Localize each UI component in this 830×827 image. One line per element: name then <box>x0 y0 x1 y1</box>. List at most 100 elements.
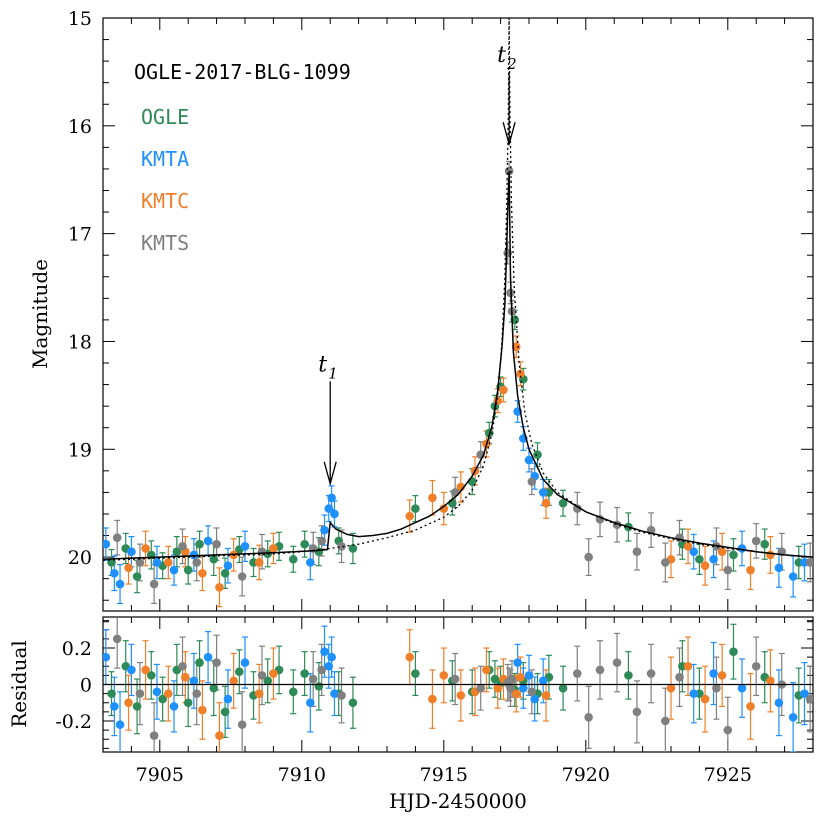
kmts-point <box>584 552 593 562</box>
kmtc-residual-point <box>141 665 150 675</box>
kmtc-residual-point <box>439 671 449 680</box>
kmts-residual-point <box>595 665 605 675</box>
ogle-residual-point <box>146 671 156 680</box>
magnitude-tick-label: 18 <box>68 331 92 353</box>
axis-ticks <box>102 17 814 752</box>
kmts-residual-point <box>661 716 670 726</box>
kmts-point <box>632 547 642 556</box>
magnitude-tick-label: 19 <box>68 439 92 461</box>
kmta-point <box>189 550 199 560</box>
ogle-residual-point <box>558 683 568 693</box>
kmts-residual-point <box>675 672 684 682</box>
legend-item-kmta: KMTA <box>141 147 189 171</box>
kmts-residual-point <box>135 689 145 698</box>
ogle-residual-point <box>348 698 358 708</box>
kmtc-residual-point <box>482 665 491 675</box>
kmtc-point <box>141 544 150 553</box>
kmta-point <box>127 547 136 556</box>
kmts-residual-point <box>507 674 517 684</box>
kmtc-residual-point <box>541 691 551 700</box>
kmta-point <box>103 539 111 549</box>
kmts-residual-point <box>506 683 515 693</box>
residual-errorbars <box>103 617 813 752</box>
kmts-residual-point <box>337 691 346 700</box>
ogle-point <box>288 554 298 564</box>
kmts-point <box>661 558 670 567</box>
legend-item-ogle: OGLE <box>141 105 189 129</box>
magnitude-data <box>103 18 813 608</box>
kmtc-residual-point <box>405 652 415 662</box>
kmta-residual-point <box>519 683 528 693</box>
ogle-point <box>300 539 309 549</box>
kmta-point <box>223 561 233 571</box>
ogle-point <box>533 450 542 459</box>
kmta-residual-point <box>127 665 136 675</box>
kmta-residual-point <box>800 689 809 698</box>
kmtc-point <box>541 498 551 508</box>
kmtc-residual-point <box>164 689 173 698</box>
kmtc-residual-point <box>198 705 207 715</box>
magnitude-tick-label: 15 <box>68 8 92 30</box>
kmtc-residual-point <box>511 689 521 698</box>
ogle-residual-point <box>624 671 633 680</box>
kmtc-point <box>428 493 437 503</box>
kmts-point <box>805 558 813 567</box>
kmta-residual-point <box>737 683 747 693</box>
ogle-point <box>132 572 142 581</box>
kmts-residual-point <box>212 658 221 667</box>
kmtc-point <box>511 342 521 352</box>
kmta-residual-point <box>189 676 199 686</box>
kmta-point <box>152 558 162 567</box>
kmts-residual-point <box>572 669 582 678</box>
ogle-point <box>195 539 204 549</box>
residual-tick-label: -0.2 <box>55 711 92 733</box>
residual-axis-label: Residual <box>7 640 31 728</box>
kmtc-point <box>766 550 775 560</box>
kmts-residual-point <box>450 674 460 684</box>
kmtc-point <box>683 542 693 551</box>
kmts-point <box>572 504 582 513</box>
ogle-point <box>209 554 219 564</box>
ogle-residual-point <box>183 698 193 708</box>
kmta-point <box>169 565 179 575</box>
ogle-residual-point <box>314 682 324 691</box>
kmtc-residual-point <box>717 671 727 680</box>
magnitude-tick-label: 16 <box>68 116 92 138</box>
kmtc-residual-point <box>456 691 466 700</box>
ogle-residual-point <box>209 683 219 693</box>
ogle-point <box>729 550 738 560</box>
kmts-residual-point <box>192 689 202 698</box>
model-curve-dotted <box>103 18 813 561</box>
epoch-annotations: t 1t 2 <box>318 43 517 487</box>
legend-item-kmtc: KMTC <box>141 189 189 213</box>
kmta-point <box>203 536 213 546</box>
kmtc-point <box>516 369 525 379</box>
ogle-residual-point <box>288 687 298 697</box>
kmtc-residual-point <box>181 672 190 682</box>
x-axis-label: HJD-2450000 <box>389 789 527 813</box>
kmtc-residual-point <box>493 683 503 693</box>
kmta-residual-point <box>306 698 315 708</box>
kmta-point <box>306 558 315 567</box>
kmts-residual-point <box>178 661 187 671</box>
kmtc-point <box>439 504 449 513</box>
ogle-point <box>558 498 568 508</box>
kmta-residual-point <box>788 713 798 722</box>
kmts-point <box>178 542 187 551</box>
kmta-point <box>115 579 125 589</box>
kmta-residual-point <box>223 694 233 704</box>
kmta-residual-point <box>152 687 162 697</box>
kmta-point <box>330 509 339 519</box>
x-tick-label: 7920 <box>562 764 610 786</box>
kmta-residual-point <box>524 671 534 680</box>
kmta-residual-point <box>709 669 718 678</box>
kmtc-point <box>746 565 755 575</box>
ogle-point <box>411 504 420 513</box>
kmta-residual-point <box>513 658 522 667</box>
kmts-point <box>751 536 761 546</box>
kmta-point <box>320 525 329 535</box>
magnitude-tick-labels: 15 16 17 18 19 20 <box>68 8 92 569</box>
kmta-residual-point <box>324 661 334 671</box>
kmts-residual-point <box>612 658 622 667</box>
kmtc-residual-point <box>229 676 238 686</box>
